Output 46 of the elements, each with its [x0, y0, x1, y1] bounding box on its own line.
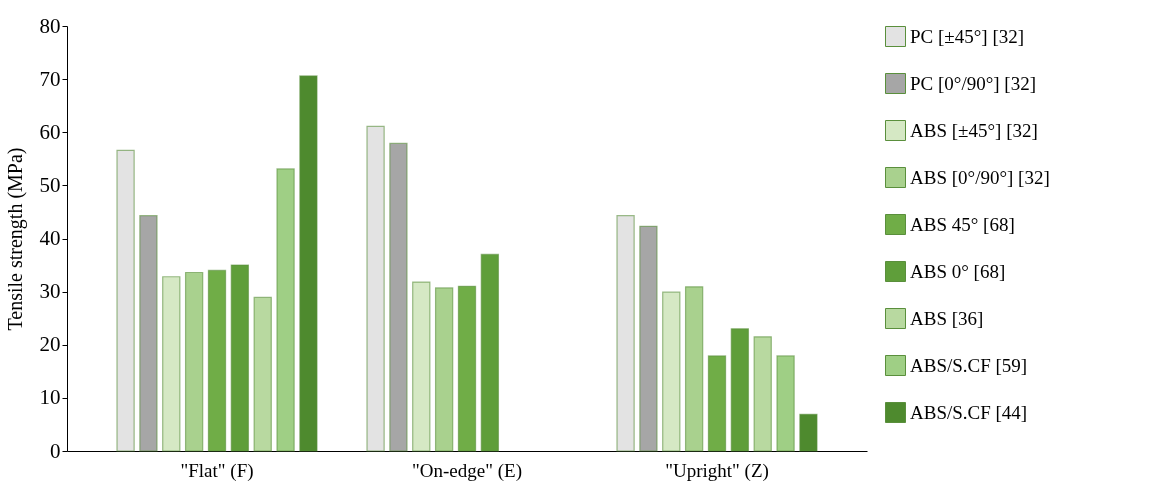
bar	[116, 149, 135, 452]
y-tick-label: 50	[39, 172, 61, 197]
x-tick-label: "Upright" (Z)	[665, 459, 769, 482]
bar	[139, 215, 158, 452]
y-tick-label: 20	[39, 332, 61, 357]
legend-label: ABS [0°/90°] [32]	[910, 166, 1050, 188]
legend-label: PC [±45°] [32]	[910, 25, 1025, 47]
legend-label: ABS [±45°] [32]	[910, 119, 1038, 141]
y-tick-label: 60	[39, 119, 61, 144]
y-tick-label: 80	[39, 13, 61, 38]
bar	[366, 125, 385, 452]
bar	[684, 286, 704, 452]
bar	[207, 269, 227, 452]
bar	[480, 253, 500, 452]
y-tick-label: 30	[39, 279, 61, 304]
legend-label: ABS 45° [68]	[910, 213, 1015, 235]
y-tick-label: 10	[39, 385, 61, 410]
bar	[639, 225, 658, 452]
bar	[753, 336, 772, 452]
bar	[707, 355, 727, 452]
bar	[253, 296, 272, 452]
bar	[412, 281, 431, 452]
bar	[457, 285, 477, 452]
bar	[662, 291, 681, 452]
bar	[616, 215, 635, 452]
bar	[184, 271, 204, 452]
legend-label: ABS/S.CF [59]	[910, 354, 1028, 376]
bar	[230, 264, 250, 452]
bar	[776, 355, 795, 452]
y-tick-label: 40	[39, 226, 61, 250]
bar	[299, 75, 318, 452]
bar	[162, 276, 181, 452]
bar	[730, 328, 750, 452]
legend-label: ABS [36]	[910, 307, 984, 329]
x-tick-label: "On-edge" (E)	[412, 459, 522, 482]
legend-label: PC [0°/90°] [32]	[910, 72, 1037, 94]
bar	[434, 287, 454, 452]
legend-label: ABS/S.CF [44]	[910, 401, 1028, 423]
x-tick-label: "Flat" (F)	[180, 459, 254, 482]
bar	[276, 168, 295, 452]
legend-label: ABS 0° [68]	[910, 260, 1006, 282]
y-tick-label: 0	[50, 438, 61, 463]
y-tick-label: 70	[39, 66, 61, 91]
bar	[799, 413, 818, 452]
bar	[389, 142, 408, 452]
y-axis-title: Tensile strength (MPa)	[3, 147, 27, 331]
